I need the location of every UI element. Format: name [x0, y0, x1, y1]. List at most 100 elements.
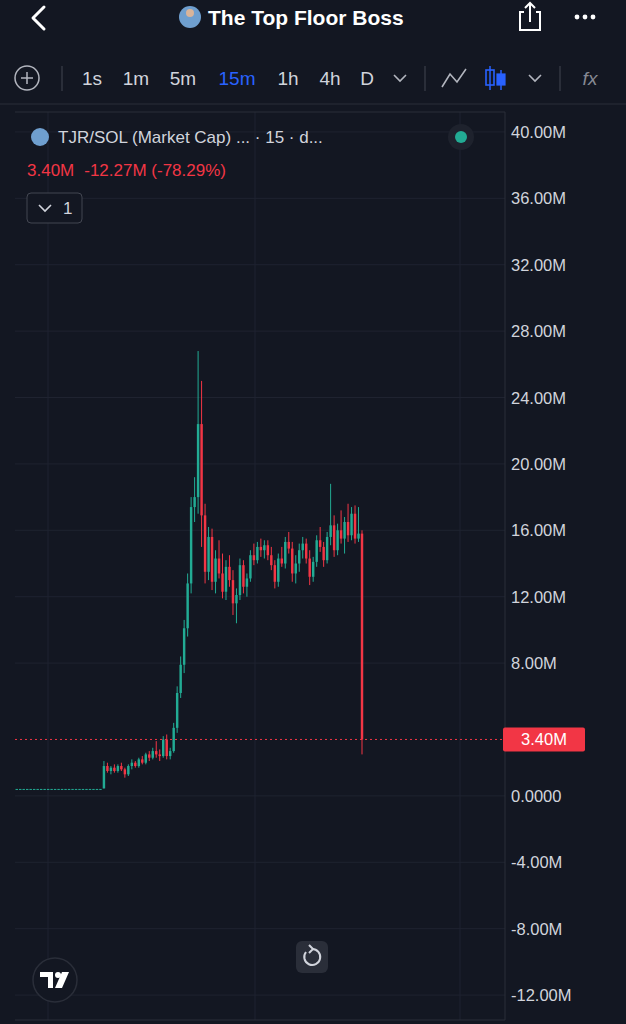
candle-body [207, 537, 209, 572]
candle-body [131, 763, 133, 766]
candle-body [347, 522, 349, 535]
candle-body [43, 789, 45, 790]
candle-wick [253, 544, 254, 566]
candle-wick [180, 656, 181, 697]
candle-body [333, 525, 335, 550]
candle-body [78, 789, 80, 790]
interval-button[interactable]: 4h [319, 68, 340, 89]
candle-body [242, 565, 244, 587]
candle-wick [355, 505, 356, 543]
candle-wick [177, 686, 178, 732]
candle-body [19, 789, 21, 790]
candle-wick [194, 477, 195, 522]
status-indicator-ring [448, 124, 474, 150]
formula-button[interactable]: fx [583, 68, 599, 89]
candle-body [36, 789, 38, 790]
y-tick-label: 16.00M [511, 521, 566, 539]
candle-body [315, 540, 317, 562]
candle-wick [316, 535, 317, 567]
candle-body [319, 540, 321, 547]
interval-button[interactable]: 5m [170, 68, 196, 89]
candle-body [343, 522, 345, 539]
candle-body [354, 514, 356, 539]
time-grid-line [460, 112, 461, 1020]
candle-wick [250, 550, 251, 582]
app-title: The Top Floor Boss [208, 6, 404, 29]
y-tick-label: 8.00M [511, 654, 557, 672]
candle-wick [225, 560, 226, 600]
reset-button[interactable] [296, 941, 328, 973]
grid-line [15, 995, 505, 996]
candle-wick [170, 748, 171, 760]
candle-wick [198, 351, 199, 514]
y-tick-label: -8.00M [511, 920, 562, 938]
candle-body [165, 739, 167, 756]
interval-dropdown[interactable] [394, 75, 406, 81]
toolbar-separator [425, 66, 426, 91]
candle-body [239, 565, 241, 595]
y-tick-label: 0.0000 [511, 787, 561, 805]
share-button[interactable] [520, 3, 540, 30]
candle-body [89, 789, 91, 790]
candle-body [183, 628, 185, 665]
candle-body [298, 550, 300, 563]
candle-body [274, 565, 276, 582]
candle-wick [264, 540, 265, 558]
candle-body [302, 544, 304, 551]
back-button[interactable] [33, 7, 44, 29]
candle-wick [187, 573, 188, 636]
candle-wick [236, 588, 237, 623]
candle-body [329, 525, 331, 537]
y-tick-label: 24.00M [511, 389, 566, 407]
candle-wick [208, 527, 209, 580]
interval-button[interactable]: 1s [82, 68, 102, 89]
candle-wick [131, 759, 132, 769]
more-button[interactable] [575, 15, 596, 20]
candle-wick [257, 542, 258, 564]
candle-wick [285, 537, 286, 569]
candle-body [291, 549, 293, 574]
interval-button[interactable]: 1h [277, 68, 298, 89]
candle-body [99, 789, 101, 790]
avatar-face [186, 9, 194, 17]
candle-body [16, 789, 18, 790]
add-button[interactable] [15, 66, 39, 90]
style-dropdown[interactable] [529, 75, 541, 81]
candle-wick [260, 539, 261, 557]
candle-body [155, 751, 157, 754]
candle-body [103, 766, 105, 788]
candle-wick [306, 539, 307, 564]
interval-button[interactable]: D [360, 68, 374, 89]
candle-icon-body [497, 74, 505, 85]
tv-logo-t [40, 972, 53, 988]
candle-body [277, 559, 279, 582]
candle-body [127, 766, 129, 774]
candle-wick [348, 504, 349, 542]
line-style-button[interactable] [442, 69, 466, 87]
candle-body [253, 555, 255, 560]
indicator-toggle[interactable] [27, 193, 82, 223]
candle-body [295, 564, 297, 574]
y-tick-label: -12.00M [511, 986, 572, 1004]
candle-body [138, 759, 140, 766]
candle-body [110, 768, 112, 771]
symbol-avatar [31, 128, 49, 146]
y-tick-label: 12.00M [511, 588, 566, 606]
indicator-chevron [39, 205, 51, 211]
candle-wick [114, 764, 115, 772]
candle-body [134, 763, 136, 766]
tv-logo[interactable] [33, 958, 77, 1002]
candle-body [40, 789, 42, 790]
candle-body [124, 769, 126, 774]
interval-button[interactable]: 1m [123, 68, 149, 89]
more-dot [583, 15, 588, 20]
candle-body [214, 559, 216, 582]
grid-line [15, 264, 505, 265]
candle-body [270, 555, 272, 565]
candle-body [29, 789, 31, 790]
last-price-badge [503, 727, 585, 751]
interval-button[interactable]: 15m [219, 68, 256, 89]
candle-style-button[interactable] [486, 66, 505, 90]
candle-body [260, 547, 262, 550]
candle-body [47, 789, 49, 790]
